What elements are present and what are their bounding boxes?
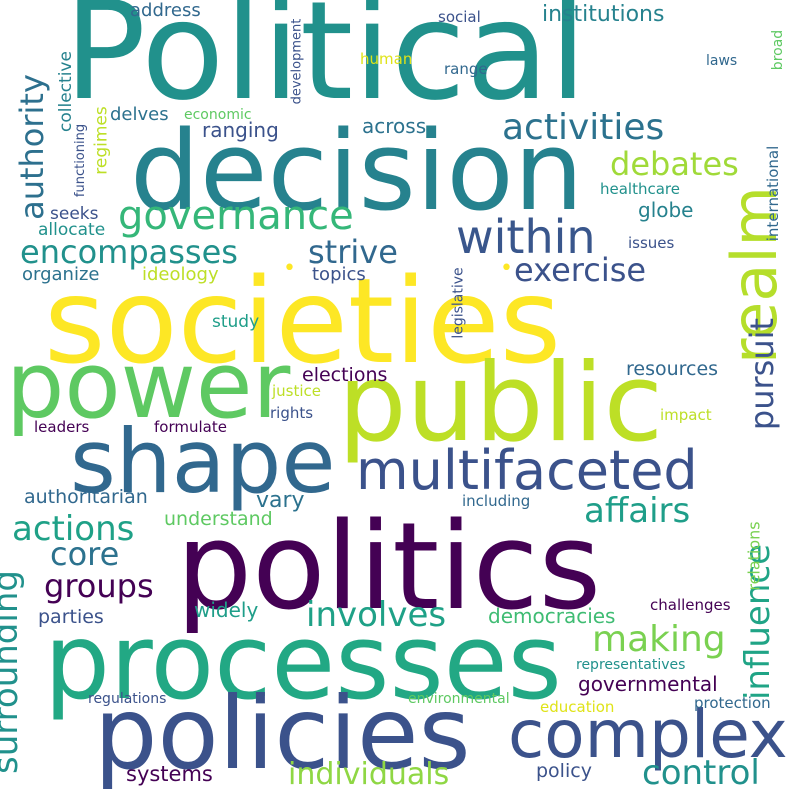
word-healthcare: healthcare — [600, 180, 680, 198]
word-strive: strive — [308, 233, 398, 271]
word-pursuit: pursuit — [743, 317, 782, 431]
word-including: including — [462, 492, 531, 510]
word-debates: debates — [610, 145, 739, 183]
word-political: Political — [64, 0, 587, 131]
word-policies: policies — [94, 675, 471, 792]
word-activities: activities — [502, 107, 665, 148]
word-relations: relations — [744, 521, 764, 591]
word-parties: parties — [38, 606, 104, 628]
word-elections: elections — [302, 364, 388, 386]
word-groups: groups — [44, 567, 154, 605]
word-across: across — [362, 114, 427, 138]
word-affairs: affairs — [584, 491, 691, 531]
word-rights: rights — [270, 404, 314, 422]
word-justice: justice — [272, 382, 322, 400]
word-multifaceted: multifaceted — [356, 439, 698, 502]
dot-decoration: • — [500, 256, 513, 281]
word-institutions: institutions — [542, 2, 665, 27]
word-organize: organize — [22, 264, 100, 285]
dot-decoration: • — [283, 256, 296, 281]
word-shape: shape — [70, 410, 336, 513]
word-regimes: regimes — [91, 106, 112, 175]
word-ideology: ideology — [142, 264, 219, 285]
word-leaders: leaders — [34, 418, 90, 436]
word-challenges: challenges — [650, 596, 731, 614]
word-environmental: environmental — [408, 691, 510, 707]
word-international: international — [764, 145, 783, 242]
word-study: study — [212, 312, 260, 332]
word-vary: vary — [256, 488, 305, 513]
word-involves: involves — [306, 595, 447, 635]
word-address: address — [130, 0, 201, 21]
word-allocate: allocate — [38, 220, 106, 240]
word-complex: complex — [508, 696, 788, 773]
word-societies: societies — [44, 252, 562, 390]
word-control: control — [642, 753, 760, 793]
word-impact: impact — [660, 406, 712, 424]
word-legislative: legislative — [450, 267, 467, 339]
word-laws: laws — [706, 53, 738, 69]
word-within: within — [456, 210, 596, 264]
word-actions: actions — [12, 509, 135, 549]
word-governance: governance — [118, 193, 354, 239]
word-development: development — [289, 18, 305, 105]
word-economic: economic — [184, 107, 252, 123]
word-policy: policy — [536, 760, 592, 782]
word-human: human — [360, 50, 413, 68]
word-topics: topics — [312, 264, 366, 285]
word-functioning: functioning — [73, 123, 89, 198]
word-decision: decision — [130, 107, 584, 235]
word-power: power — [6, 332, 291, 439]
word-ranging: ranging — [202, 118, 279, 142]
word-making: making — [592, 619, 726, 660]
word-seeks: seeks — [50, 204, 99, 224]
word-authority: authority — [12, 74, 51, 220]
word-social: social — [438, 8, 481, 26]
word-regulations: regulations — [88, 691, 167, 707]
word-widely: widely — [194, 598, 259, 622]
word-encompasses: encompasses — [20, 233, 238, 271]
word-delves: delves — [110, 104, 169, 125]
word-broad: broad — [770, 29, 787, 71]
word-collective: collective — [55, 51, 76, 132]
word-politics: politics — [176, 498, 602, 637]
word-surrounding: surrounding — [0, 570, 26, 774]
word-exercise: exercise — [514, 251, 647, 289]
word-representatives: representatives — [576, 657, 686, 673]
word-governmental: governmental — [578, 672, 718, 696]
word-understand: understand — [164, 508, 273, 530]
word-public: public — [338, 341, 663, 466]
word-core: core — [50, 535, 120, 573]
word-processes: processes — [44, 601, 562, 723]
word-resources: resources — [626, 358, 719, 380]
word-authoritarian: authoritarian — [24, 486, 148, 508]
word-protection: protection — [694, 694, 771, 712]
word-range: range — [444, 60, 488, 78]
word-issues: issues — [628, 234, 675, 252]
word-globe: globe — [638, 198, 694, 222]
word-education: education — [540, 698, 615, 716]
word-formulate: formulate — [154, 418, 227, 436]
word-individuals: individuals — [288, 757, 450, 792]
word-democracies: democracies — [488, 604, 616, 628]
word-systems: systems — [126, 762, 213, 786]
